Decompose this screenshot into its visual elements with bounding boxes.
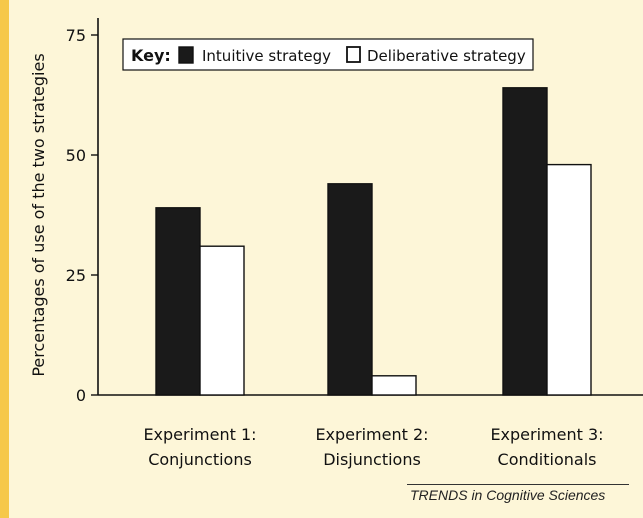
y-axis-label: Percentages of use of the two strategies [29, 53, 48, 376]
legend-label-intuitive: Intuitive strategy [202, 47, 331, 65]
credit-rule [407, 484, 629, 485]
category-label: Disjunctions [323, 450, 421, 469]
legend-title: Key: [131, 46, 171, 65]
bar-deliberative-1 [199, 245, 245, 396]
bar-intuitive-3 [502, 87, 548, 396]
y-tick-label: 75 [66, 26, 86, 45]
y-tick-label: 50 [66, 146, 86, 165]
category-label: Experiment 1: [143, 425, 256, 444]
legend-swatch-deliberative [346, 46, 361, 63]
bar-intuitive-1 [155, 207, 201, 396]
category-label: Experiment 2: [315, 425, 428, 444]
bar-deliberative-2 [371, 375, 417, 396]
legend-swatch-intuitive [178, 46, 194, 64]
accent-strip [0, 0, 9, 518]
y-tick-label: 25 [66, 266, 86, 285]
category-label: Conjunctions [148, 450, 252, 469]
category-label: Conditionals [498, 450, 597, 469]
category-label: Experiment 3: [490, 425, 603, 444]
source-credit: TRENDS in Cognitive Sciences [410, 487, 606, 503]
bar-deliberative-3 [546, 163, 592, 396]
legend-label-deliberative: Deliberative strategy [367, 47, 526, 65]
y-tick-label: 0 [76, 386, 86, 405]
bar-intuitive-2 [327, 183, 373, 396]
